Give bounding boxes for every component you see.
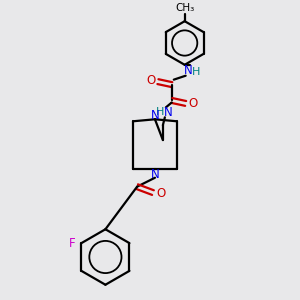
Text: N: N: [184, 64, 193, 77]
Text: CH₃: CH₃: [175, 3, 194, 13]
Text: N: N: [151, 168, 159, 181]
Text: H: H: [191, 67, 200, 77]
Text: N: N: [151, 109, 159, 122]
Text: N: N: [164, 106, 172, 119]
Text: O: O: [188, 97, 197, 110]
Text: F: F: [69, 237, 76, 250]
Text: H: H: [156, 107, 164, 117]
Text: O: O: [156, 187, 166, 200]
Text: O: O: [146, 74, 156, 87]
